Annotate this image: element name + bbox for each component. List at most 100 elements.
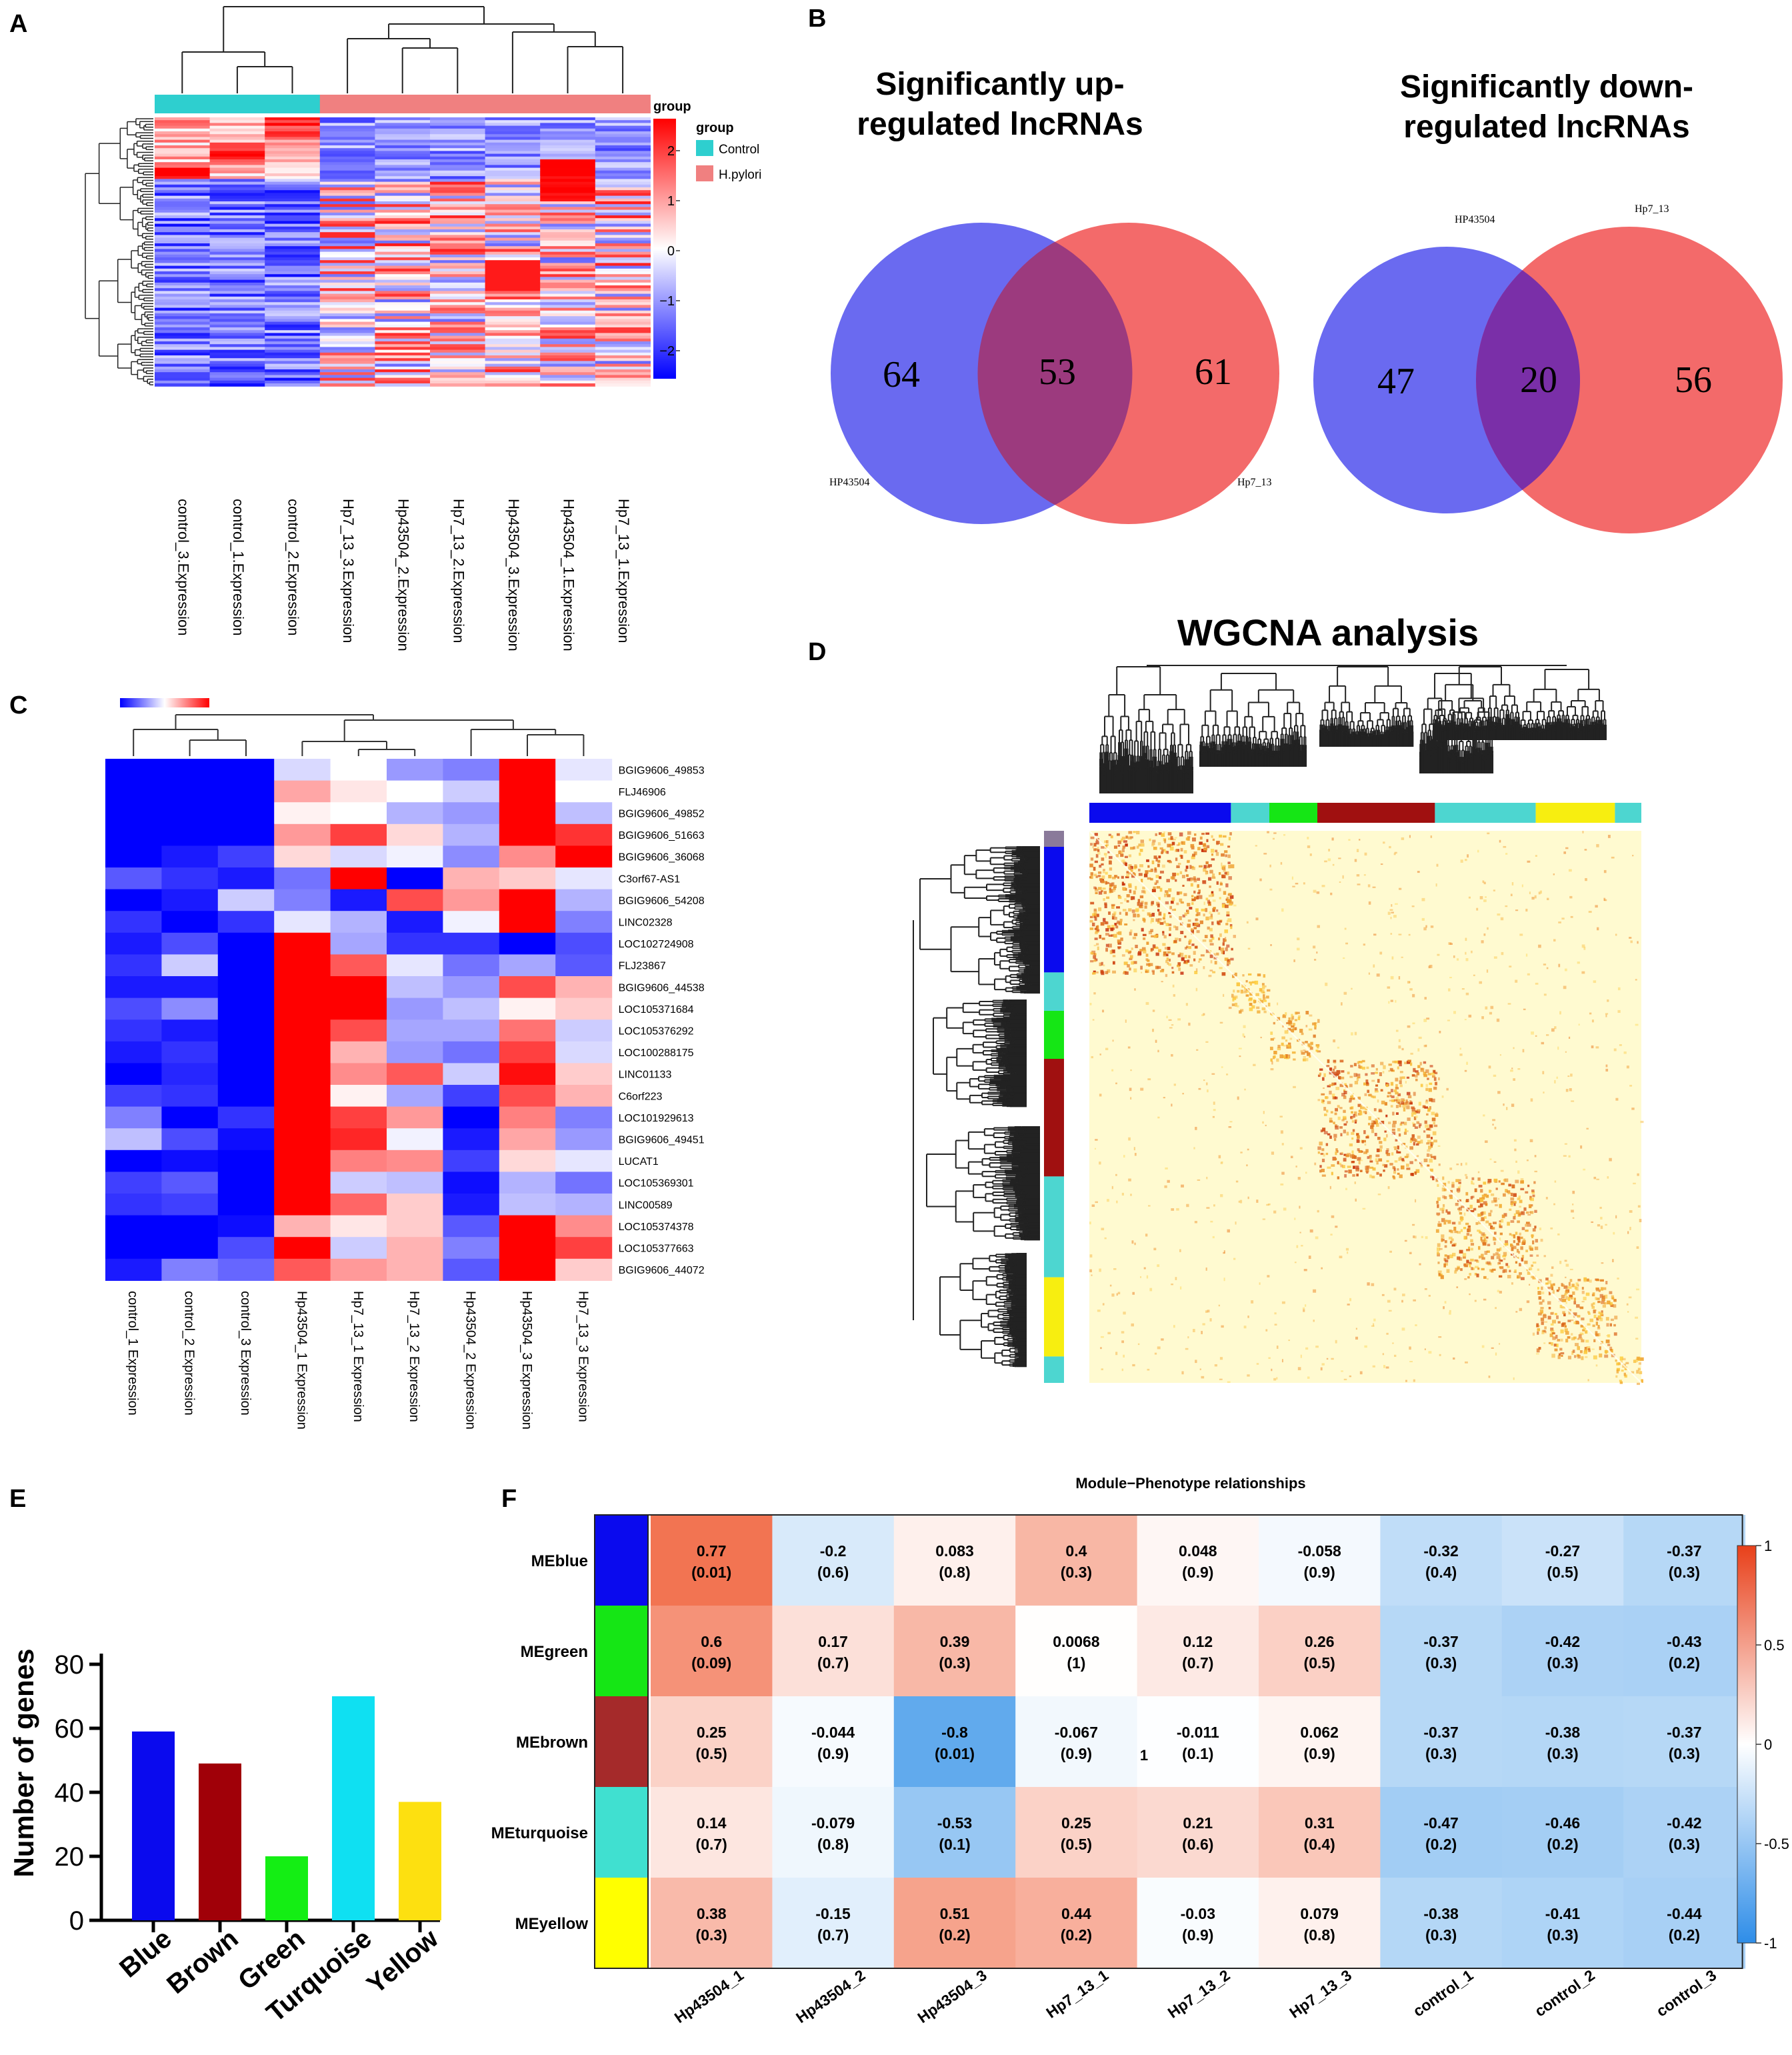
heat-cell xyxy=(595,344,651,347)
heat-cell xyxy=(265,249,321,253)
heat-cell xyxy=(375,338,431,342)
heat-cell xyxy=(443,802,500,825)
heat-cell xyxy=(540,195,596,199)
heat-cell xyxy=(430,321,486,325)
heat-cell xyxy=(375,193,431,197)
heat-cell xyxy=(485,257,541,261)
heat-cell xyxy=(375,232,431,235)
heat-cell xyxy=(499,780,556,803)
gene-label: LUCAT1 xyxy=(619,1156,659,1168)
heat-cell xyxy=(375,268,431,272)
heat-cell xyxy=(209,204,265,207)
heat-cell xyxy=(430,190,486,193)
panel-label-f: F xyxy=(501,1485,517,1513)
heat-cell xyxy=(430,263,486,267)
heat-cell xyxy=(540,162,596,165)
heat-cell xyxy=(375,296,431,300)
heat-cell xyxy=(155,212,211,216)
heat-cell xyxy=(595,151,651,155)
heat-cell xyxy=(387,1085,443,1108)
heat-cell xyxy=(217,845,275,868)
heat-cell xyxy=(330,954,387,977)
heat-cell xyxy=(375,218,431,221)
heat-cell xyxy=(430,307,486,311)
heat-cell xyxy=(161,1019,219,1042)
panel-label-d: D xyxy=(808,638,826,666)
heat-cell xyxy=(209,277,265,281)
heat-cell xyxy=(595,212,651,216)
heat-cell xyxy=(319,131,375,135)
heat-cell xyxy=(485,190,541,193)
heat-cell xyxy=(217,780,275,803)
heat-cell xyxy=(209,142,265,146)
heat-cell xyxy=(319,324,375,328)
heat-cell xyxy=(330,911,387,933)
heat-cell xyxy=(105,845,162,868)
heat-cell xyxy=(265,324,321,328)
heat-cell xyxy=(430,142,486,146)
heat-cell xyxy=(375,137,431,141)
heat-cell xyxy=(319,355,375,359)
heat-cell xyxy=(375,181,431,185)
heat-cell xyxy=(430,229,486,233)
heat-cell xyxy=(485,313,541,317)
heat-cell xyxy=(265,285,321,289)
heat-cell xyxy=(595,369,651,373)
heat-cell xyxy=(485,223,541,227)
heat-cell xyxy=(265,274,321,277)
heat-cell xyxy=(540,249,596,253)
heat-cell xyxy=(209,282,265,286)
heat-cell xyxy=(595,361,651,365)
heat-cell xyxy=(155,369,211,373)
heat-cell xyxy=(485,347,541,351)
heat-cell xyxy=(155,313,211,317)
heat-cell xyxy=(375,310,431,314)
heat-cell xyxy=(319,221,375,225)
heat-cell xyxy=(155,151,211,155)
heat-cell xyxy=(265,148,321,151)
heat-cell xyxy=(485,240,541,244)
heat-cell xyxy=(155,257,211,261)
heat-cell xyxy=(319,366,375,370)
heat-cell xyxy=(319,235,375,239)
heat-cell xyxy=(485,352,541,356)
heat-cell xyxy=(274,1063,331,1086)
heat-cell xyxy=(265,134,321,137)
heat-cell xyxy=(319,344,375,347)
heat-cell xyxy=(330,1041,387,1064)
heat-cell xyxy=(319,291,375,295)
sample-label: control_3 Expression xyxy=(238,1291,253,1416)
heat-cell xyxy=(595,156,651,160)
heat-cell xyxy=(485,176,541,179)
heat-cell xyxy=(540,335,596,339)
heat-cell xyxy=(540,237,596,241)
heat-cell xyxy=(375,380,431,384)
heat-cell xyxy=(161,1106,219,1129)
heat-cell xyxy=(209,223,265,227)
heat-cell xyxy=(274,1172,331,1194)
heat-cell xyxy=(265,307,321,311)
heat-cell xyxy=(540,125,596,129)
heat-cell xyxy=(595,204,651,207)
heat-cell xyxy=(430,237,486,241)
heat-cell xyxy=(430,181,486,185)
panel-a-scale-ticks: 2 1 0 −1 −2 xyxy=(659,144,680,359)
heat-cell xyxy=(265,293,321,297)
heat-cell xyxy=(375,235,431,239)
heat-cell xyxy=(595,380,651,384)
heat-cell xyxy=(319,271,375,275)
heat-cell xyxy=(555,780,613,803)
sample-label: Hp43504_2 Expression xyxy=(463,1291,478,1430)
heat-cell xyxy=(319,288,375,291)
heat-cell xyxy=(540,282,596,286)
heat-cell xyxy=(387,1237,443,1260)
heat-cell xyxy=(209,305,265,309)
heat-cell xyxy=(319,162,375,165)
heat-cell xyxy=(485,229,541,233)
heat-cell xyxy=(319,142,375,146)
heat-cell xyxy=(595,240,651,244)
heat-cell xyxy=(105,1128,162,1151)
heat-cell xyxy=(540,235,596,239)
heat-cell xyxy=(265,218,321,221)
heat-cell xyxy=(319,170,375,174)
